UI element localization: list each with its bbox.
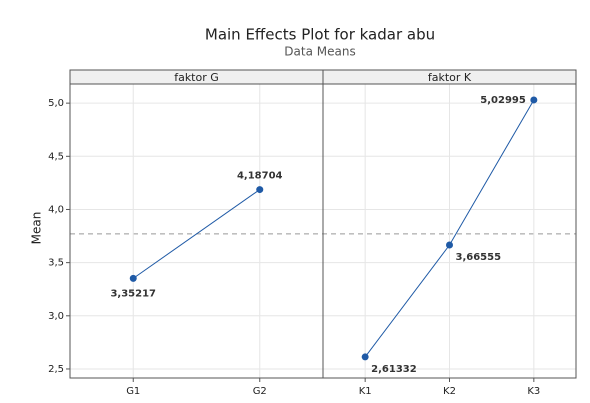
data-label: 4,18704: [237, 171, 283, 182]
panel-frame: [322, 83, 577, 379]
x-tick-label: K1: [359, 386, 372, 397]
chart-title: Main Effects Plot for kadar abu: [205, 26, 435, 44]
data-label: 2,61332: [371, 364, 417, 375]
x-tick-label: K2: [443, 386, 456, 397]
y-tick-label: 2,5: [48, 364, 64, 375]
data-point: [129, 274, 137, 282]
data-line: [132, 189, 261, 279]
y-tick-label: 3,5: [48, 258, 64, 269]
data-label: 5,02995: [480, 95, 526, 106]
y-tick-label: 5,0: [48, 98, 64, 109]
x-tick-label: K3: [527, 386, 540, 397]
data-point: [256, 186, 264, 194]
data-point: [530, 96, 538, 104]
panel-title: faktor G: [174, 71, 219, 84]
y-axis-label: Mean: [30, 212, 44, 245]
x-tick-label: G1: [126, 386, 140, 397]
data-label: 3,66555: [456, 252, 502, 263]
y-tick-label: 3,0: [48, 311, 64, 322]
y-tick-label: 4,0: [48, 204, 64, 215]
data-label: 3,35217: [110, 288, 156, 299]
panel-title: faktor K: [428, 71, 472, 84]
y-tick-label: 4,5: [48, 151, 64, 162]
data-point: [446, 241, 453, 249]
chart-subtitle: Data Means: [284, 45, 355, 59]
x-tick-label: G2: [253, 386, 267, 397]
data-point: [361, 353, 369, 361]
